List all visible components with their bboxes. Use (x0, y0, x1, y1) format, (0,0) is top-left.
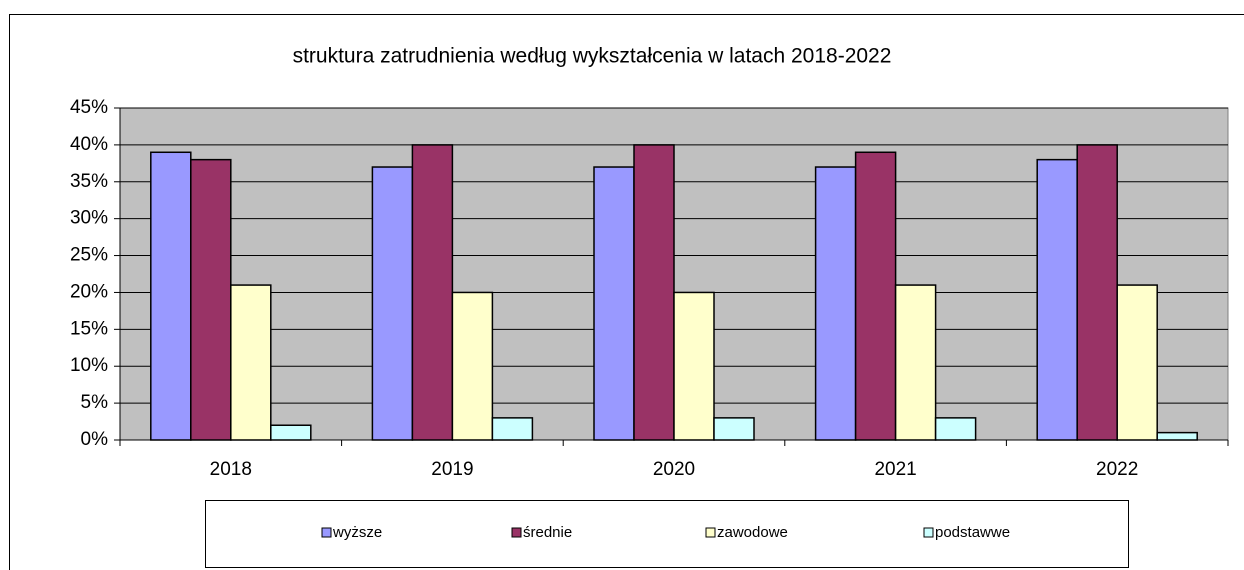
bar (934, 417, 977, 441)
bar (1076, 144, 1118, 441)
y-tick-label: 0% (81, 429, 109, 450)
y-tick-label: 40% (70, 134, 108, 155)
bar (491, 417, 534, 441)
bar (451, 291, 494, 441)
x-tick-label: 2022 (1096, 459, 1138, 480)
bar (270, 424, 312, 441)
legend-label: podstawwe (935, 524, 1010, 541)
x-tick-label: 2018 (210, 459, 252, 480)
y-tick-label: 5% (81, 392, 109, 413)
bar (230, 284, 272, 441)
legend-label: zawodowe (717, 524, 788, 541)
y-tick-label: 25% (70, 245, 108, 266)
x-tick-label: 2020 (653, 459, 695, 480)
legend-swatch (705, 527, 716, 538)
bar (713, 417, 755, 441)
bar (371, 166, 414, 441)
bar (150, 151, 192, 441)
x-tick-label: 2019 (431, 459, 473, 480)
y-tick-label: 10% (70, 355, 108, 376)
y-tick-label: 35% (70, 171, 108, 192)
legend-swatch (321, 527, 332, 538)
legend-box (205, 500, 1129, 568)
bar (411, 144, 454, 441)
legend-swatch (511, 527, 522, 538)
legend-label: średnie (523, 524, 572, 541)
y-tick-label: 20% (70, 281, 108, 302)
y-tick-label: 45% (70, 97, 108, 118)
bar (673, 291, 715, 441)
legend-swatch (923, 527, 934, 538)
bar (1156, 431, 1198, 441)
bar (1116, 284, 1158, 441)
bar (1036, 158, 1078, 441)
legend-label: wyższe (332, 524, 382, 541)
y-tick-label: 30% (70, 208, 108, 229)
bar (633, 144, 675, 441)
bar (894, 284, 937, 441)
chart-title: struktura zatrudnienia według wykształce… (293, 45, 892, 68)
bar (854, 151, 897, 441)
x-tick-label: 2021 (874, 459, 916, 480)
bar (814, 166, 857, 441)
bar (593, 166, 635, 441)
bar (190, 158, 232, 441)
y-tick-label: 15% (70, 318, 108, 339)
